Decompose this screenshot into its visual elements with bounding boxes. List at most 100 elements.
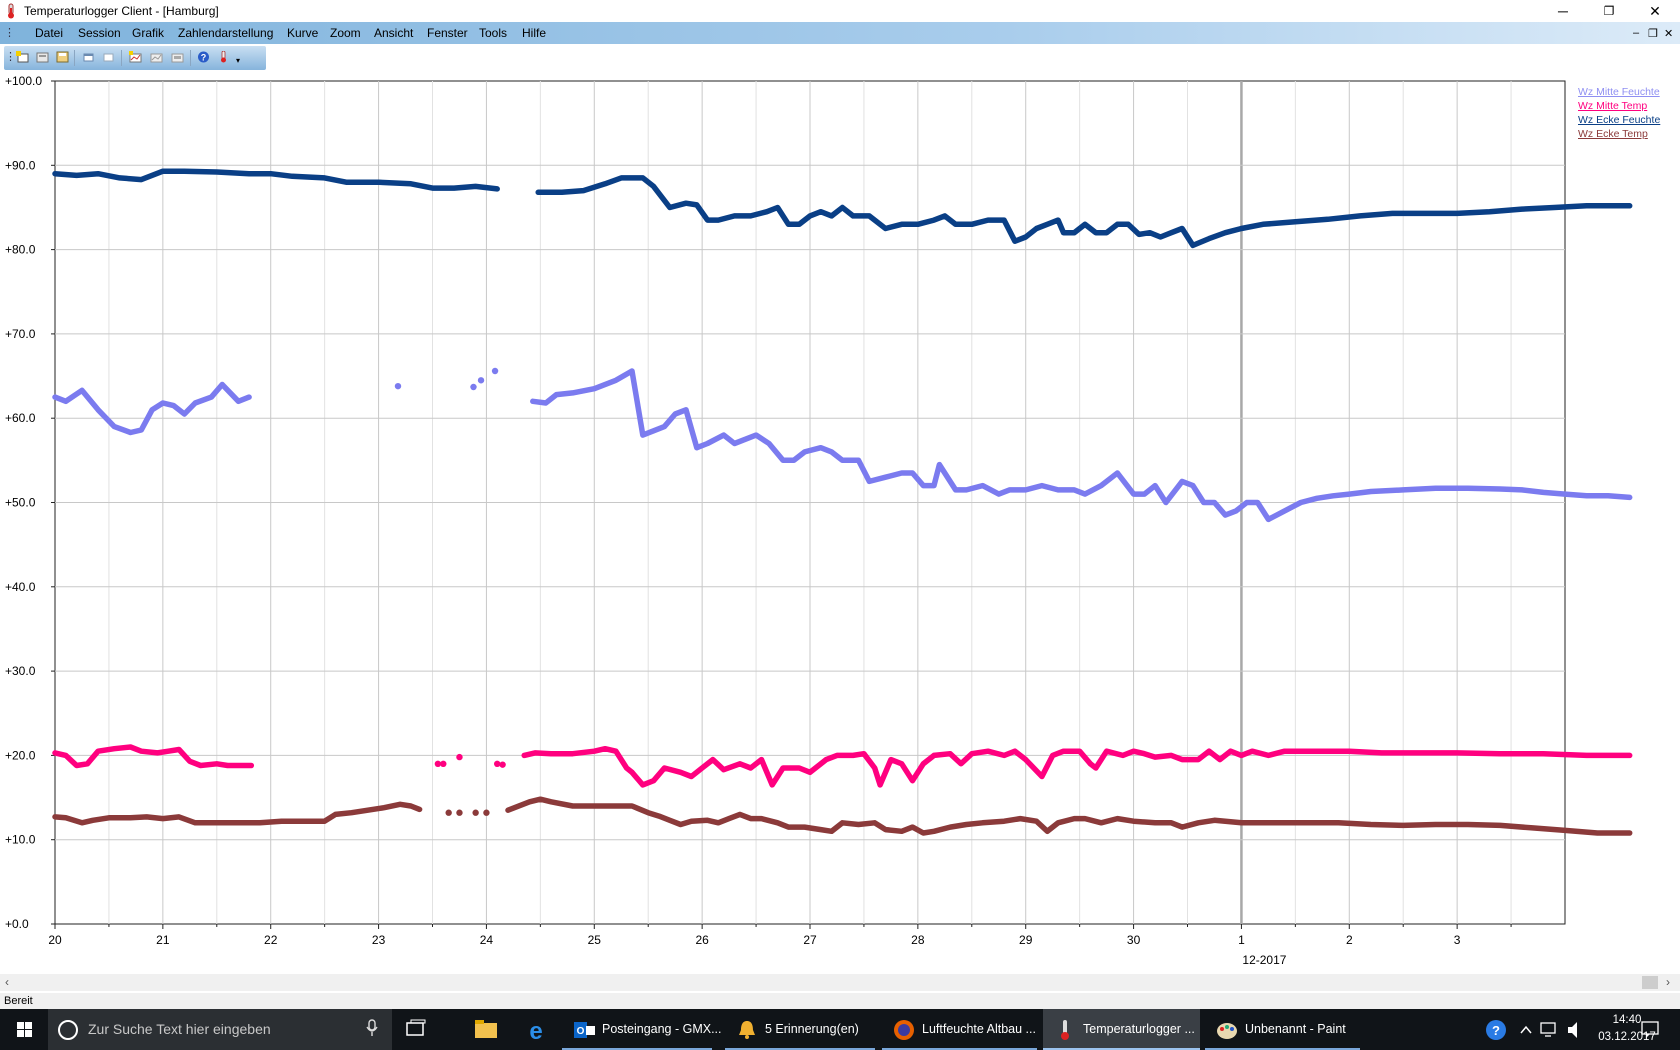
y-tick-label: +10.0 xyxy=(5,833,36,847)
taskbar-clock[interactable]: 14:40 03.12.2017 xyxy=(1596,1012,1658,1046)
task-firefox[interactable]: Luftfeuchte Altbau ... xyxy=(882,1009,1037,1050)
legend-item-wz-ecke-temp[interactable]: Wz Ecke Temp xyxy=(1578,128,1648,140)
menu-bar: ⋮ Datei Session Grafik Zahlendarstellung… xyxy=(0,22,1680,44)
svg-text:?: ? xyxy=(1492,1023,1500,1038)
cortana-icon xyxy=(58,1020,78,1040)
window2-icon[interactable] xyxy=(102,51,115,63)
y-tick-label: +0.0 xyxy=(5,917,29,931)
series-line-wz-ecke-feuchte xyxy=(52,168,500,192)
x-tick-label: 29 xyxy=(1019,933,1033,947)
new-session-icon[interactable] xyxy=(16,51,29,63)
menu-session[interactable]: Session xyxy=(78,26,121,40)
menu-grafik[interactable]: Grafik xyxy=(132,26,165,40)
scrollbar-thumb[interactable] xyxy=(1642,976,1658,989)
series-point-wz-mitte-feuchte xyxy=(477,377,485,384)
search-placeholder: Zur Suche Text hier eingeben xyxy=(88,1021,271,1037)
y-tick-label: +100.0 xyxy=(5,74,42,88)
menu-zoom[interactable]: Zoom xyxy=(330,26,361,40)
task-underline xyxy=(882,1048,1037,1050)
chart-panel: +0.0 +10.0 +20.0 +30.0 +40.0 +50.0 +60.0 +70.0 +… xyxy=(0,72,1680,976)
toolbar: ⋮ ? ▾ xyxy=(4,46,266,70)
task-underline xyxy=(1043,1048,1200,1050)
svg-text:O: O xyxy=(577,1026,585,1037)
legend-item-wz-ecke-feuchte[interactable]: Wz Ecke Feuchte xyxy=(1578,114,1661,126)
file-explorer-icon[interactable] xyxy=(462,1009,510,1050)
thermometer-app-icon xyxy=(8,3,14,19)
window-icon[interactable] xyxy=(82,51,95,63)
legend-item-wz-mitte-temp[interactable]: Wz Mitte Temp xyxy=(1578,100,1648,112)
network-icon[interactable] xyxy=(1538,1009,1560,1050)
task-outlook[interactable]: O Posteingang - GMX... xyxy=(562,1009,722,1050)
status-bar: Bereit xyxy=(0,993,1680,1009)
task-underline xyxy=(725,1048,875,1050)
minimize-button[interactable]: ─ xyxy=(1558,3,1568,19)
toolbar-overflow-icon[interactable]: ▾ xyxy=(236,56,241,65)
clock-time: 14:40 xyxy=(1612,1014,1642,1026)
open-icon[interactable] xyxy=(36,51,49,63)
toolbar-separator xyxy=(74,50,75,66)
maximize-button[interactable]: ❐ xyxy=(1603,4,1615,18)
mdi-close-button[interactable]: ✕ xyxy=(1664,28,1674,40)
outlook-icon: O xyxy=(574,1022,595,1038)
paint-icon xyxy=(1217,1023,1237,1039)
menu-hilfe[interactable]: Hilfe xyxy=(522,26,547,40)
volume-icon[interactable] xyxy=(1564,1009,1586,1050)
windows-start-icon[interactable] xyxy=(0,1009,48,1050)
task-temperaturlogger[interactable]: Temperaturlogger ... xyxy=(1043,1009,1200,1050)
menu-ansicht[interactable]: Ansicht xyxy=(374,26,414,40)
thermometer-icon[interactable] xyxy=(217,51,230,63)
legend-item-wz-mitte-feuchte[interactable]: Wz Mitte Feuchte xyxy=(1578,86,1660,98)
task-label: Unbenannt - Paint xyxy=(1245,1022,1346,1036)
firefox-icon xyxy=(894,1020,914,1040)
notifications-icon[interactable] xyxy=(1640,1019,1660,1039)
menu-kurve[interactable]: Kurve xyxy=(287,26,319,40)
chart2-icon[interactable] xyxy=(171,51,184,63)
task-reminders[interactable]: 5 Erinnerung(en) xyxy=(725,1009,875,1050)
title-bar: Temperaturlogger Client - [Hamburg] ─ ❐ … xyxy=(0,0,1680,22)
status-text: Bereit xyxy=(4,995,33,1007)
y-tick-label: +80.0 xyxy=(5,243,36,257)
chart-legend: Wz Mitte Feuchte Wz Mitte Temp Wz Ecke F… xyxy=(1578,85,1660,141)
x-tick-label: 24 xyxy=(480,933,494,947)
series-point-wz-mitte-temp xyxy=(494,760,501,768)
horizontal-scrollbar[interactable]: ‹ › xyxy=(0,974,1680,991)
series-point-wz-ecke-temp xyxy=(472,809,479,816)
task-label: Luftfeuchte Altbau ... xyxy=(922,1022,1036,1036)
series-line-wz-mitte-feuchte xyxy=(52,381,252,436)
chart-icon[interactable] xyxy=(150,51,163,63)
x-tick-label: 26 xyxy=(695,933,709,947)
menu-zahlendarstellung[interactable]: Zahlendarstellung xyxy=(178,26,274,40)
x-tick-label: 30 xyxy=(1127,933,1141,947)
x-tick-label: 25 xyxy=(588,933,602,947)
x-tick-label: 23 xyxy=(372,933,386,947)
series-point-wz-mitte-feuchte xyxy=(470,383,477,391)
bell-icon xyxy=(739,1021,755,1039)
toolbar-grip-icon: ⋮ xyxy=(5,51,16,63)
series-point-wz-mitte-temp xyxy=(499,761,506,768)
taskbar-search[interactable]: Zur Suche Text hier eingeben xyxy=(48,1009,392,1050)
mdi-minimize-button[interactable]: – xyxy=(1633,27,1640,39)
menu-fenster[interactable]: Fenster xyxy=(427,26,468,40)
menu-datei[interactable]: Datei xyxy=(35,26,64,40)
scroll-right-icon[interactable]: › xyxy=(1666,975,1670,989)
window-title: Temperaturlogger Client - [Hamburg] xyxy=(24,4,219,18)
microphone-icon[interactable] xyxy=(366,1019,378,1037)
task-view-icon[interactable] xyxy=(392,1009,440,1050)
y-tick-label: +40.0 xyxy=(5,580,36,594)
y-tick-label: +20.0 xyxy=(5,748,36,762)
show-hidden-icons-chevron-icon[interactable] xyxy=(1518,1009,1534,1050)
help-tray-icon[interactable]: ? xyxy=(1484,1009,1508,1050)
task-paint[interactable]: Unbenannt - Paint xyxy=(1205,1009,1360,1050)
save-icon[interactable] xyxy=(56,51,69,63)
close-button[interactable]: ✕ xyxy=(1649,3,1661,19)
task-underline xyxy=(1205,1048,1360,1050)
x-tick-label: 20 xyxy=(48,933,62,947)
mdi-restore-button[interactable]: ❐ xyxy=(1648,28,1658,40)
help-icon[interactable]: ? xyxy=(197,51,210,63)
add-chart-icon[interactable] xyxy=(129,51,142,63)
edge-icon[interactable]: e xyxy=(512,1009,560,1050)
series-line-wz-mitte-temp xyxy=(521,745,1633,788)
menu-tools[interactable]: Tools xyxy=(479,26,508,40)
scroll-left-icon[interactable]: ‹ xyxy=(5,975,9,989)
task-label: Temperaturlogger ... xyxy=(1083,1022,1195,1036)
